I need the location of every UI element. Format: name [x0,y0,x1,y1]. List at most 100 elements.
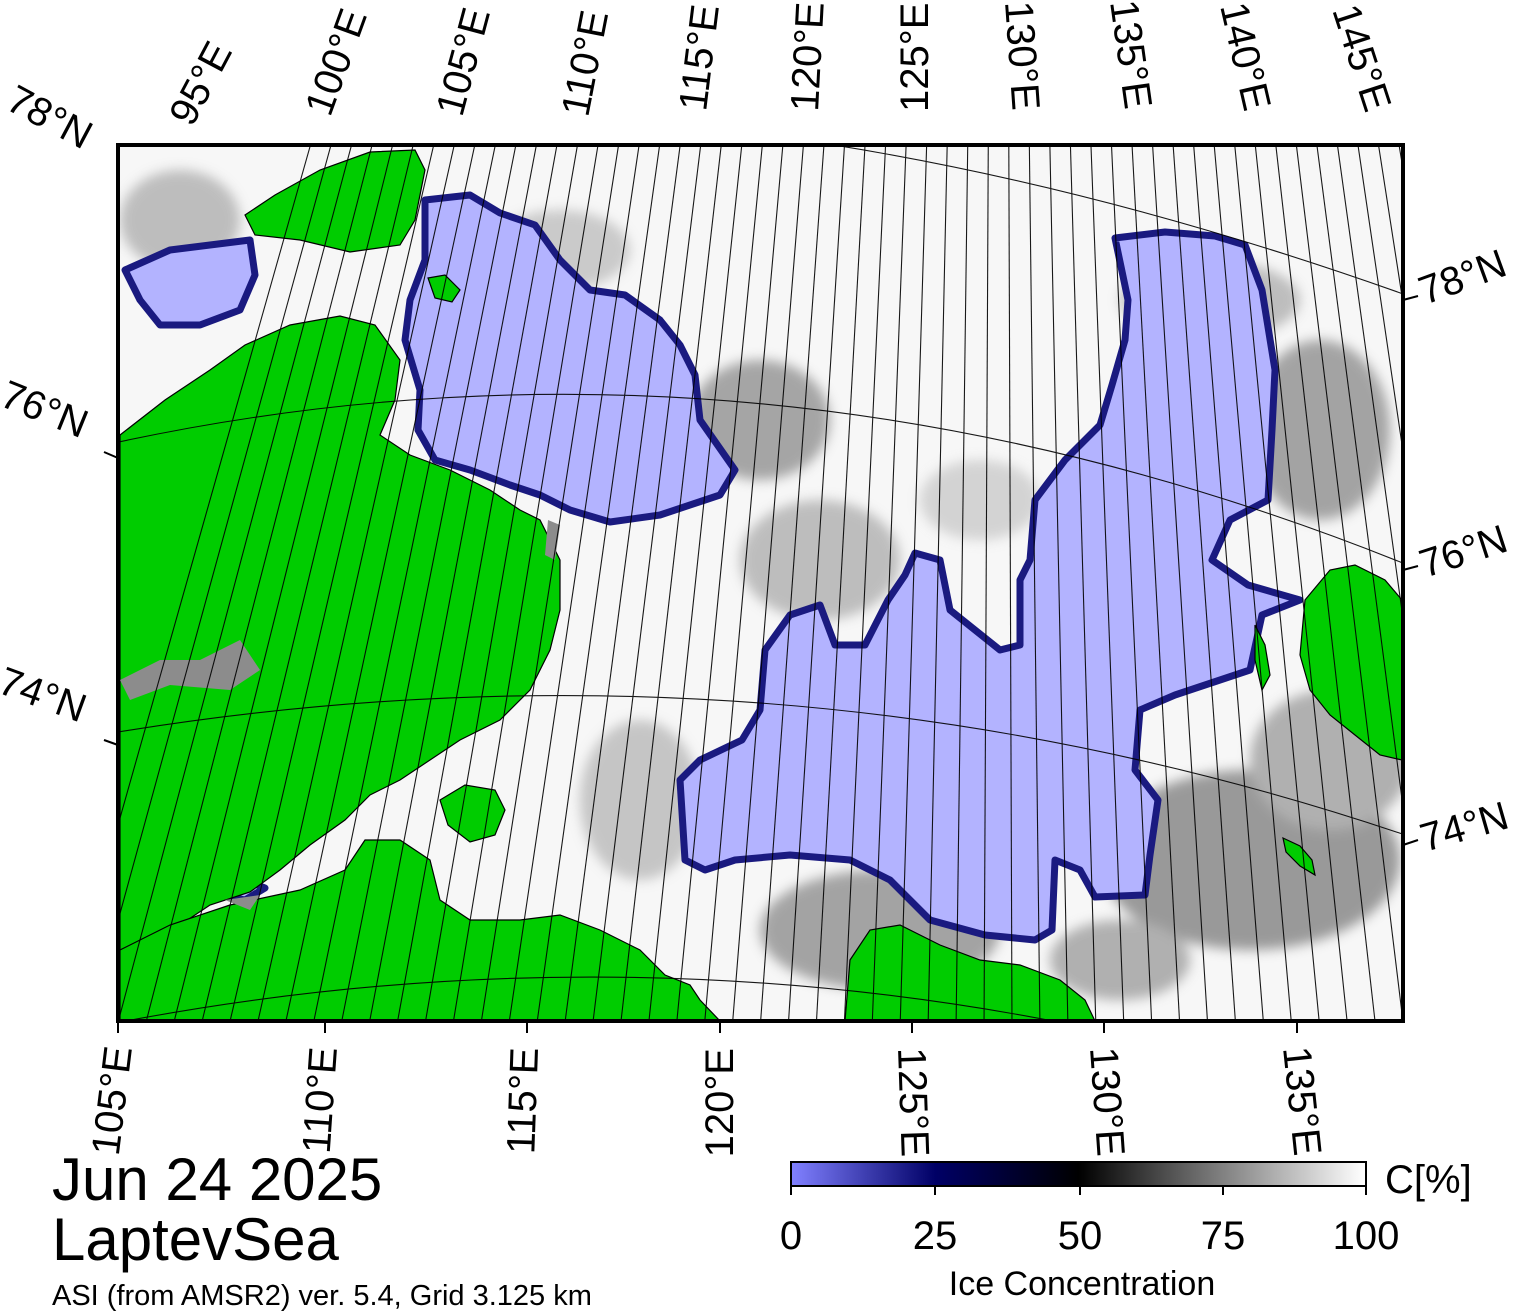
right-lat-label: 78°N [1413,242,1512,314]
bottom-lon-label: 135°E [1274,1044,1329,1157]
meridian-line [1069,145,1097,1021]
meridian-line [760,145,825,1021]
meridian-line [620,145,722,1021]
meridian-line [1336,145,1403,623]
top-longitude-labels: 95°E 100°E 105°E 110°E 115°E 120°E 125°E… [161,0,1399,132]
graticule [118,100,1525,1030]
meridian-line [1357,145,1403,456]
severnaya-zemlya-north [244,149,426,253]
top-lon-label: 145°E [1323,0,1399,117]
meridian-line [955,145,969,1021]
meridian-line [1193,145,1264,1021]
meridian-line [173,145,394,1021]
meridian-line [788,145,846,1021]
bottom-lon-label: 105°E [84,1044,141,1158]
meridian-line [1377,145,1403,307]
meridian-line [118,145,332,923]
coast-mask [120,520,560,910]
meridian-line [425,145,579,1021]
meridian-line [229,145,435,1021]
colorbar-tick-label: 75 [1200,1214,1246,1258]
meridian-line [118,145,353,1021]
left-lat-label: 76°N [0,373,94,447]
meridian-line [1275,145,1376,1021]
meridian-line [1492,100,1525,1030]
meridian-line [369,145,537,1021]
colorbar [790,1161,1367,1187]
bottom-lon-label: 130°E [1081,1046,1133,1158]
top-lon-label: 105°E [428,3,499,120]
top-lon-label: 95°E [161,35,241,133]
meridian-line [676,145,763,1021]
meridian-line [1049,145,1069,1021]
meridian-line [1316,145,1403,812]
date-title: Jun 24 2025 [52,1146,383,1213]
colorbar-tick [1222,1187,1224,1195]
top-lon-label: 120°E [783,1,833,113]
new-siberian-islands [1299,564,1403,761]
meridian-line [704,145,784,1021]
island-bay [439,784,506,843]
meridian-line [1234,145,1320,1021]
meridian-line [508,145,640,1021]
colorbar-tick-label: 0 [779,1214,803,1258]
colorbar-tick-label: 100 [1332,1214,1400,1258]
top-lon-label: 140°E [1211,0,1278,115]
meridian-line [480,145,620,1021]
bottom-longitude-labels: 105°E 110°E 115°E 120°E 125°E 130°E 135°… [84,1044,1329,1158]
region-title: LaptevSea [52,1206,339,1273]
meridian-line [592,145,702,1021]
colorbar-tick [790,1187,792,1195]
stolbovoy-island [1254,624,1271,692]
meridian-line [815,145,866,1021]
meridian-line [1131,145,1181,1021]
top-lon-label: 100°E [297,3,376,121]
meridian-line [1028,145,1041,1021]
meridian-line [145,145,373,1021]
meridian-line [1152,145,1208,1021]
meridian-line [1172,145,1236,1021]
meridian-line [899,145,928,1021]
top-lon-label: 115°E [671,2,728,113]
meridian-line [452,145,599,1021]
colorbar-tick-label: 25 [912,1214,958,1258]
map-frame [116,143,1405,1023]
polynya-east [676,228,1304,944]
bottom-lon-label: 120°E [698,1048,742,1157]
meridian-line [732,145,804,1021]
meridian-line [648,145,743,1021]
meridian-line [1090,145,1125,1021]
axis-ticks [103,295,1419,1033]
open-water [121,191,1304,944]
meridian-line [927,145,948,1021]
right-lat-label: 74°N [1415,794,1513,861]
bottom-lon-label: 110°E [295,1046,346,1155]
meridian-line [983,145,989,1021]
colorbar-tick [1365,1187,1367,1195]
meridian-line [257,145,455,1021]
meridian-line [564,145,681,1021]
meridian-line [536,145,661,1021]
left-lat-label: 78°N [0,77,99,158]
meridian-line [1513,100,1525,1030]
meridian-line [341,145,517,1021]
top-lon-label: 110°E [554,7,618,120]
meridian-line [313,145,496,1021]
meridian-line [285,145,476,1021]
meridian-line [843,145,887,1021]
bottom-lon-label: 125°E [889,1047,937,1158]
colorbar-tick-label: 50 [1057,1214,1103,1258]
top-lon-label: 130°E [996,0,1048,112]
right-lat-label: 76°N [1414,517,1513,586]
meridian-line [1110,145,1153,1021]
colorbar-unit: C[%] [1385,1158,1472,1202]
meridian-line [1213,145,1292,1021]
top-lon-label: 135°E [1101,0,1160,112]
colorbar-tick [934,1187,936,1195]
polynya-northwest [121,236,259,329]
product-info: ASI (from AMSR2) ver. 5.4, Grid 3.125 km [52,1280,592,1312]
left-lat-label: 74°N [0,659,92,731]
meridian-line [397,145,558,1021]
meridian-line [118,145,312,828]
